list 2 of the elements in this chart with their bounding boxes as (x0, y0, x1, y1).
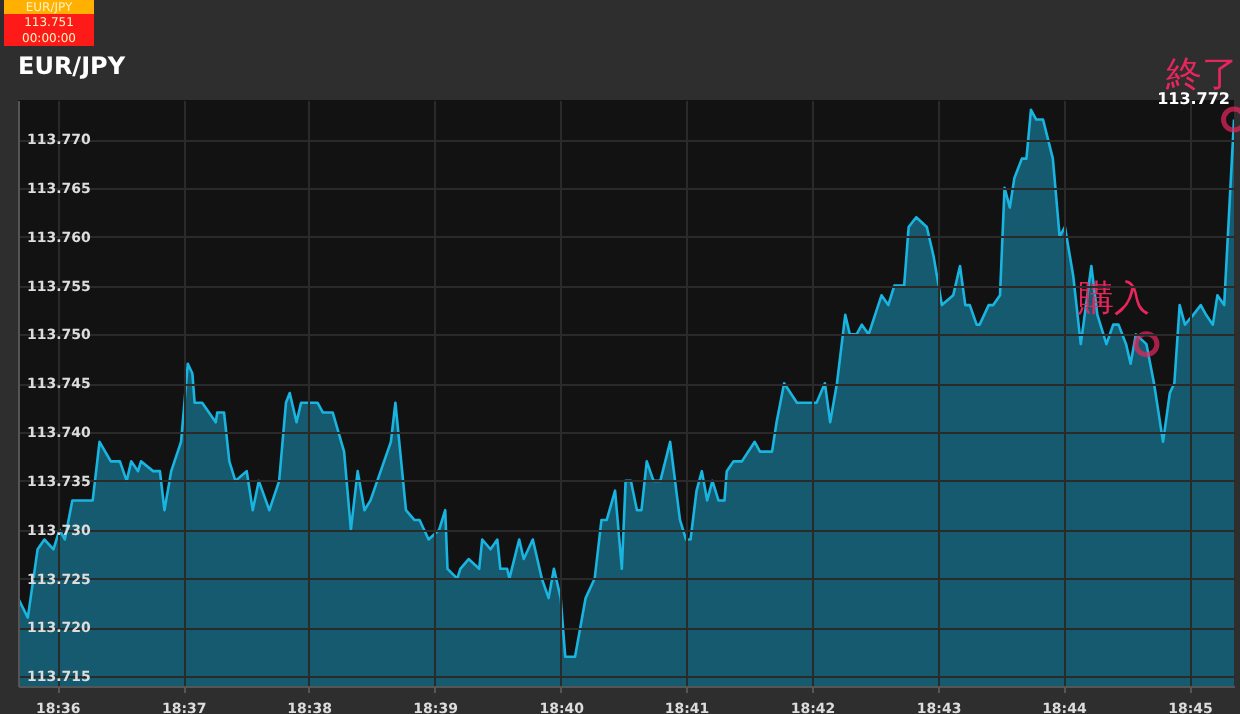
chart-title: EUR/JPY (18, 52, 126, 80)
data-label: 113.772 (1157, 89, 1230, 108)
